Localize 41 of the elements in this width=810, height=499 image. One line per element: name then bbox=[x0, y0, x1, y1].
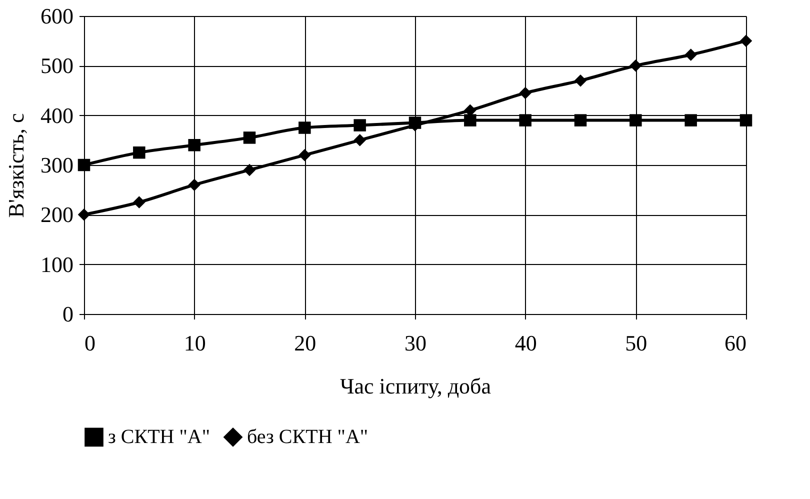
point bbox=[188, 178, 200, 191]
x-tick-label: 30 bbox=[404, 330, 426, 356]
point bbox=[298, 148, 311, 162]
x-tick-label: 50 bbox=[625, 330, 648, 356]
point bbox=[630, 60, 642, 72]
legend-label: без СКТН "А" bbox=[247, 426, 368, 448]
x-tick-label: 20 bbox=[294, 330, 316, 356]
y-tick-label: 200 bbox=[40, 202, 74, 228]
point bbox=[519, 114, 532, 126]
y-tick-label: 500 bbox=[40, 53, 74, 78]
point bbox=[464, 114, 476, 126]
legend-label: з СКТН "А" bbox=[108, 426, 210, 448]
point bbox=[740, 34, 752, 47]
point bbox=[630, 114, 642, 126]
point bbox=[354, 134, 366, 146]
y-tick-label: 0 bbox=[62, 302, 74, 326]
x-tick-label: 40 bbox=[514, 330, 537, 356]
x-axis-title: Час іспиту, доба bbox=[340, 374, 492, 398]
point bbox=[188, 139, 200, 152]
x-tick-label: 60 bbox=[724, 330, 746, 356]
x-tick-label: 0 bbox=[84, 330, 96, 356]
y-tick-label: 100 bbox=[40, 252, 74, 277]
point bbox=[133, 196, 146, 208]
point bbox=[574, 74, 587, 87]
point bbox=[78, 158, 90, 172]
point bbox=[354, 119, 366, 132]
point bbox=[78, 208, 90, 221]
y-tick-label: 300 bbox=[40, 152, 74, 178]
point bbox=[574, 114, 587, 126]
y-tick-label: 600 bbox=[40, 4, 74, 28]
point bbox=[684, 48, 697, 61]
point bbox=[243, 164, 256, 176]
point bbox=[519, 86, 532, 100]
point bbox=[684, 114, 697, 126]
point bbox=[298, 122, 311, 134]
point bbox=[740, 114, 752, 126]
y-axis-title: В'язкість, с bbox=[4, 113, 28, 218]
point bbox=[243, 132, 256, 144]
y-tick-label: 400 bbox=[40, 102, 74, 128]
point bbox=[133, 146, 146, 159]
x-tick-label: 10 bbox=[184, 330, 206, 356]
